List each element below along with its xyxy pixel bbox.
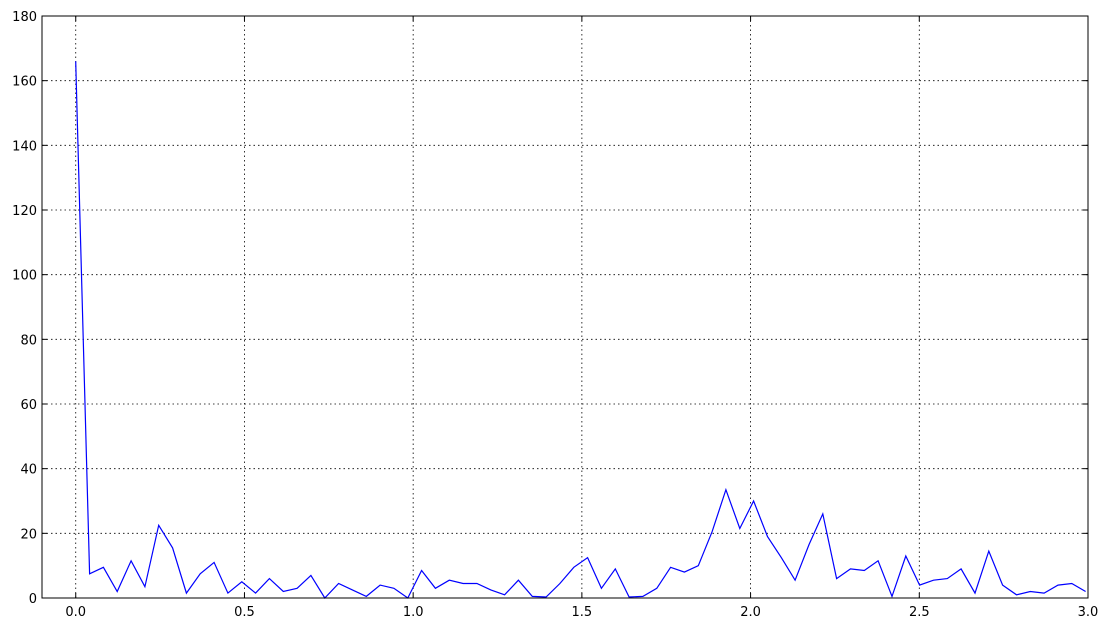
y-tick-labels: 0 20 40 60 80 100 120 140 160 180	[12, 10, 37, 607]
y-tick-label: 40	[20, 463, 37, 478]
y-tick-label: 160	[12, 75, 37, 90]
y-tick-label: 80	[20, 333, 37, 348]
data-series-line	[75, 61, 1086, 599]
x-tick-label: 1.5	[572, 605, 593, 620]
x-tick-label: 2.0	[740, 605, 761, 620]
x-tick-label: 0.0	[65, 605, 86, 620]
y-tick-label: 140	[12, 139, 37, 154]
plot-background	[42, 16, 1088, 598]
x-tick-label: 1.0	[403, 605, 424, 620]
y-tick-label: 20	[20, 527, 37, 542]
axes-frame	[41, 15, 1089, 599]
x-tick-labels: 0.0 0.5 1.0 1.5 2.0 2.5 3.0	[65, 605, 1098, 620]
y-tick-label: 120	[12, 204, 37, 219]
y-tick-label: 0	[29, 592, 37, 607]
x-tick-label: 2.5	[909, 605, 930, 620]
x-tick-label: 3.0	[1078, 605, 1099, 620]
x-tick-label: 0.5	[234, 605, 255, 620]
y-tick-label: 180	[12, 10, 37, 25]
y-tick-label: 100	[12, 269, 37, 284]
y-tick-label: 60	[20, 398, 37, 413]
